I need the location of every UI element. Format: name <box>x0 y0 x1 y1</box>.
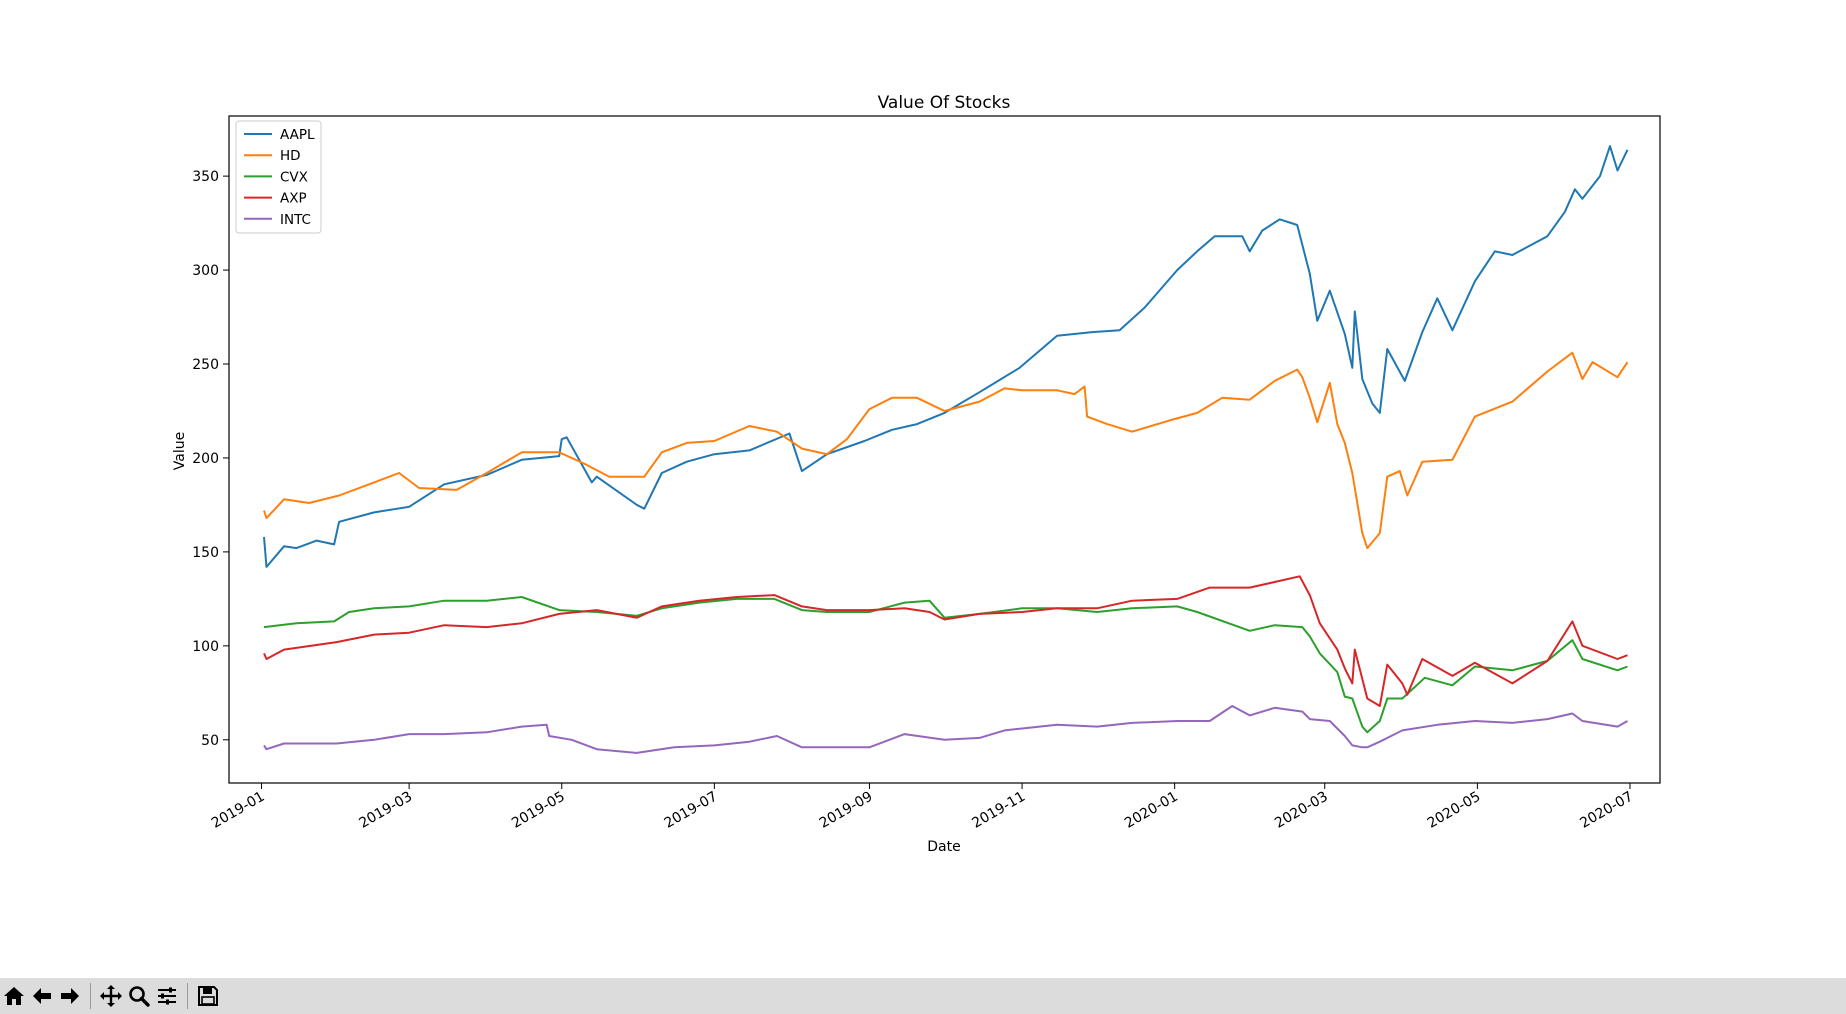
x-tick-label: 2020-07 <box>1577 789 1636 832</box>
legend-box <box>235 120 322 234</box>
x-tick-label: 2020-03 <box>1272 789 1331 832</box>
x-tick-label: 2019-11 <box>969 789 1028 832</box>
legend: AAPL HD CVX AXP INTC <box>235 120 322 234</box>
series-line-cvx <box>263 596 1628 734</box>
zoom-button[interactable] <box>125 981 153 1011</box>
y-tick-label: 250 <box>192 357 219 373</box>
legend-label-axp: AXP <box>280 191 307 207</box>
x-axis-label: Date <box>927 839 960 855</box>
x-tick-label: 2019-01 <box>209 789 268 832</box>
configure-subplots-icon <box>158 987 176 1005</box>
pan-button[interactable] <box>97 981 125 1011</box>
navigation-toolbar <box>0 978 1846 1014</box>
y-tick-label: 100 <box>192 639 219 655</box>
legend-label-cvx: CVX <box>280 169 308 185</box>
back-button[interactable] <box>28 981 56 1011</box>
y-tick-label: 200 <box>192 451 219 467</box>
series-line-axp <box>263 575 1628 707</box>
x-tick-label: 2019-05 <box>509 789 568 832</box>
line-chart: Value Of Stocks 50 100 150 200 250 300 350 2019… <box>172 93 1661 855</box>
x-tick-label: 2019-03 <box>356 789 415 832</box>
toolbar-separator <box>187 983 188 1009</box>
home-icon <box>4 987 24 1005</box>
y-axis-label: Value <box>172 432 188 470</box>
zoom-icon <box>129 986 150 1007</box>
x-tick-label: 2020-01 <box>1122 789 1181 832</box>
series-line-hd <box>263 351 1629 550</box>
plot-area: 50 100 150 200 250 300 350 2019-01 2019-03 2019-0… <box>192 115 1661 832</box>
legend-label-aapl: AAPL <box>280 127 315 143</box>
save-button[interactable] <box>194 981 222 1011</box>
series-line-aapl <box>263 145 1629 568</box>
save-icon <box>198 986 218 1006</box>
pan-icon <box>100 985 122 1007</box>
legend-label-hd: HD <box>280 148 301 164</box>
x-tick-label: 2020-05 <box>1425 789 1484 832</box>
forward-arrow-icon <box>61 988 79 1004</box>
back-arrow-icon <box>33 988 51 1004</box>
configure-subplots-button[interactable] <box>153 981 181 1011</box>
forward-button[interactable] <box>56 981 84 1011</box>
x-tick-label: 2019-09 <box>817 789 876 832</box>
plot-frame <box>228 115 1661 784</box>
figure: Value Of Stocks 50 100 150 200 250 300 350 2019… <box>172 93 1661 855</box>
y-tick-label: 300 <box>192 263 219 279</box>
legend-label-intc: INTC <box>280 212 311 228</box>
series-line-intc <box>263 705 1628 754</box>
y-tick-label: 50 <box>201 733 219 749</box>
home-button[interactable] <box>0 981 28 1011</box>
y-tick-label: 350 <box>192 169 219 185</box>
chart-title: Value Of Stocks <box>878 93 1011 113</box>
y-tick-label: 150 <box>192 545 219 561</box>
toolbar-separator <box>90 983 91 1009</box>
x-tick-label: 2019-07 <box>662 789 721 832</box>
